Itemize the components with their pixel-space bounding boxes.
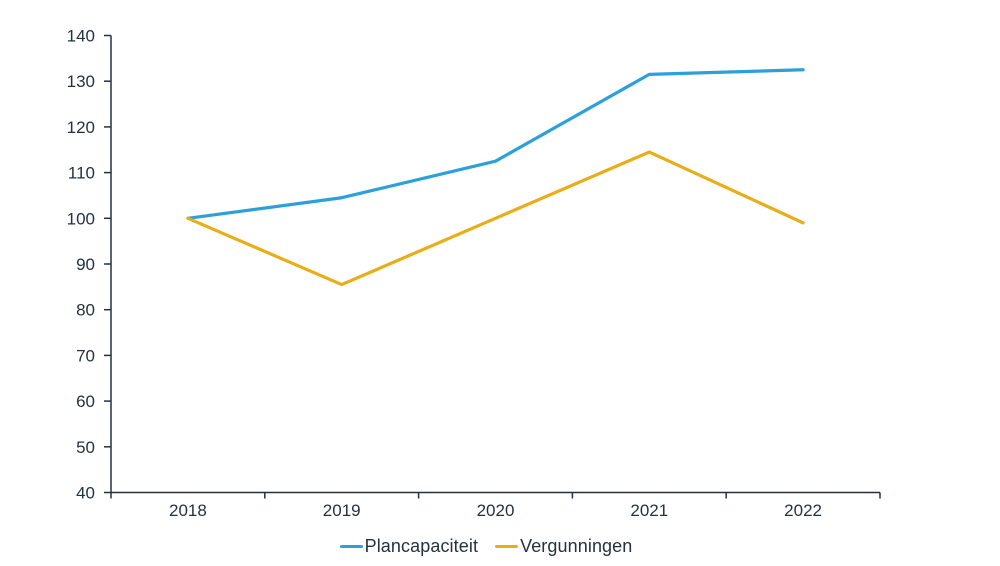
y-tick-label: 70 <box>76 346 95 365</box>
x-tick-label: 2021 <box>630 501 668 520</box>
y-tick-label: 100 <box>67 209 95 228</box>
y-tick-label: 80 <box>76 301 95 320</box>
y-tick-label: 110 <box>68 164 95 183</box>
legend-label-plancapaciteit: Plancapaciteit <box>364 536 479 556</box>
plancapaciteit-line-swatch <box>339 544 363 549</box>
legend-item-plancapaciteit: Plancapaciteit <box>339 536 479 557</box>
legend-label-vergunningen: Vergunningen <box>520 536 633 556</box>
y-tick-label: 40 <box>76 483 95 502</box>
x-tick-label: 2020 <box>477 501 515 520</box>
series-line-vergunningen <box>186 150 805 287</box>
y-tick-label: 50 <box>76 438 95 457</box>
legend-item-vergunningen: Vergunningen <box>495 536 632 557</box>
y-tick-label: 60 <box>76 392 95 411</box>
y-tick-label: 130 <box>67 72 95 91</box>
chart-legend: Plancapaciteit Vergunningen <box>0 536 986 557</box>
y-tick-label: 140 <box>67 26 95 45</box>
x-tick-label: 2018 <box>169 501 207 520</box>
x-tick-label: 2019 <box>323 501 361 520</box>
y-tick-label: 90 <box>76 255 95 274</box>
x-tick-label: 2022 <box>784 501 822 520</box>
vergunningen-line-swatch <box>495 544 519 549</box>
series-line-plancapaciteit <box>186 68 805 220</box>
axes <box>110 35 880 494</box>
y-tick-label: 120 <box>67 118 95 137</box>
